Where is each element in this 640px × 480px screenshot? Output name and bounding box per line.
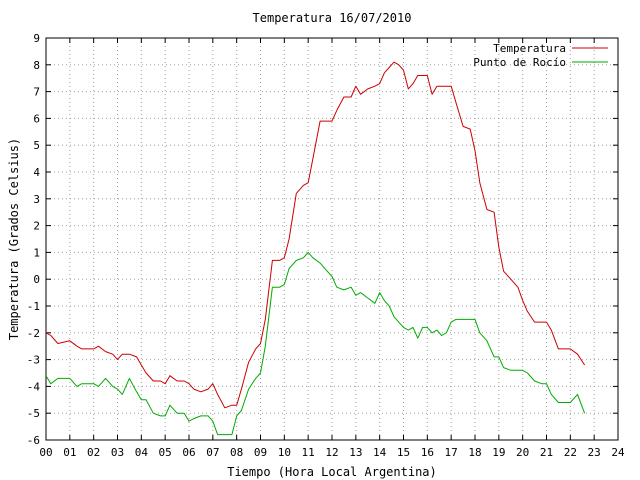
- x-tick-label: 02: [87, 446, 100, 459]
- x-tick-label: 24: [611, 446, 625, 459]
- y-tick-label: 1: [33, 246, 40, 259]
- y-axis-label: Temperatura (Grados Celsius): [7, 138, 21, 340]
- x-tick-label: 19: [492, 446, 505, 459]
- y-tick-label: -4: [27, 380, 41, 393]
- y-tick-label: 6: [33, 112, 40, 125]
- y-tick-label: 3: [33, 193, 40, 206]
- x-tick-label: 12: [325, 446, 338, 459]
- y-tick-label: -3: [27, 354, 40, 367]
- series-line-punto-de-rocio: [45, 251, 586, 436]
- y-tick-label: 4: [33, 166, 40, 179]
- x-tick-label: 13: [349, 446, 362, 459]
- x-tick-label: 20: [516, 446, 529, 459]
- legend-label: Punto de Rocío: [473, 56, 566, 69]
- x-tick-label: 10: [278, 446, 291, 459]
- x-tick-label: 22: [564, 446, 577, 459]
- x-tick-label: 21: [540, 446, 553, 459]
- x-tick-label: 03: [111, 446, 124, 459]
- y-tick-label: -5: [27, 407, 40, 420]
- x-tick-label: 18: [468, 446, 481, 459]
- x-tick-label: 06: [182, 446, 195, 459]
- x-tick-label: 14: [373, 446, 387, 459]
- y-tick-label: 7: [33, 86, 40, 99]
- x-tick-label: 15: [397, 446, 410, 459]
- legend-label: Temperatura: [493, 42, 566, 55]
- gridlines: [46, 38, 618, 440]
- x-tick-label: 09: [254, 446, 267, 459]
- x-tick-label: 23: [588, 446, 601, 459]
- y-tick-label: -1: [27, 300, 40, 313]
- y-tick-label: 5: [33, 139, 40, 152]
- y-tick-label: -2: [27, 327, 40, 340]
- y-tick-label: -6: [27, 434, 40, 447]
- x-axis-label: Tiempo (Hora Local Argentina): [227, 465, 437, 479]
- x-tick-label: 00: [39, 446, 52, 459]
- y-tick-label: 0: [33, 273, 40, 286]
- y-tick-label: 2: [33, 220, 40, 233]
- y-tick-label: 8: [33, 59, 40, 72]
- axis-ticks: 00 01 02 03 04 05 06 07 08 09 10 11 12 13 14 15 16 17 18 19…: [27, 32, 625, 459]
- x-tick-label: 05: [159, 446, 172, 459]
- x-tick-label: 01: [63, 446, 76, 459]
- y-tick-label: 9: [33, 32, 40, 45]
- x-tick-label: 04: [135, 446, 149, 459]
- chart-title: Temperatura 16/07/2010: [253, 11, 412, 25]
- series-line-temperatura: [45, 61, 586, 409]
- series-group: [45, 61, 586, 436]
- x-tick-label: 11: [302, 446, 315, 459]
- x-tick-label: 16: [421, 446, 434, 459]
- x-tick-label: 17: [445, 446, 458, 459]
- x-tick-label: 07: [206, 446, 219, 459]
- x-tick-label: 08: [230, 446, 243, 459]
